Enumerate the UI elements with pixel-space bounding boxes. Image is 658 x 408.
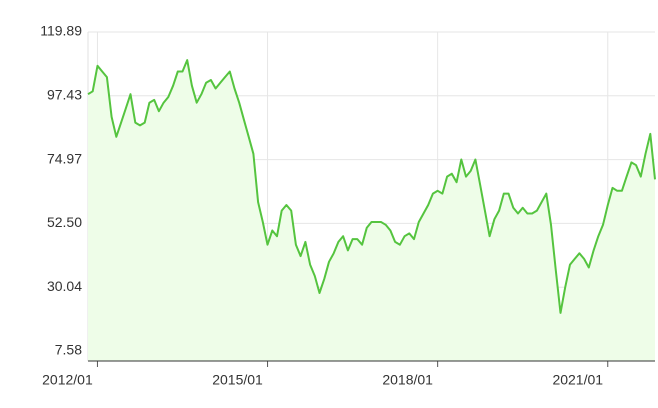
y-tick-label: 97.43 [47, 87, 82, 103]
x-tick-label: 2018/01 [382, 372, 433, 388]
line [87, 59, 656, 314]
y-tick-label: 7.58 [55, 342, 82, 358]
y-tick-label: 119.89 [40, 23, 82, 39]
y-tick-label: 74.97 [47, 150, 82, 166]
y-tick-label: 30.04 [47, 278, 82, 294]
y-tick-label: 52.50 [47, 214, 82, 230]
area-fill [88, 60, 655, 361]
x-tick-label: 2015/01 [212, 372, 263, 388]
x-tick-label: 2021/01 [552, 372, 603, 388]
x-tick-label: 2012/01 [42, 372, 93, 388]
